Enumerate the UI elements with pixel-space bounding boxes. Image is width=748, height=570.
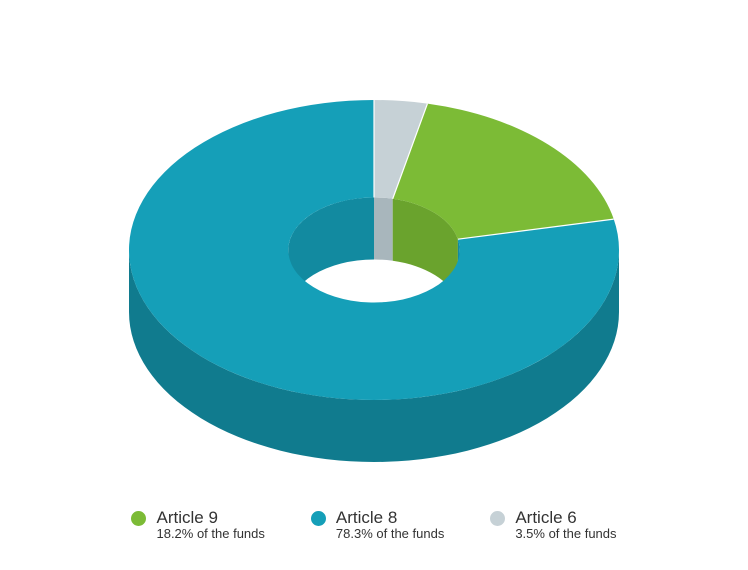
legend-sub: 3.5% of the funds bbox=[515, 527, 616, 542]
legend-item-article9: Article 9 18.2% of the funds bbox=[131, 508, 264, 542]
legend: Article 9 18.2% of the funds Article 8 7… bbox=[0, 508, 748, 542]
legend-label: Article 9 bbox=[156, 508, 264, 528]
legend-text: Article 6 3.5% of the funds bbox=[515, 508, 616, 542]
legend-item-article6: Article 6 3.5% of the funds bbox=[490, 508, 616, 542]
donut-chart-container: Article 9 18.2% of the funds Article 8 7… bbox=[0, 0, 748, 570]
swatch-article6 bbox=[490, 511, 505, 526]
legend-label: Article 8 bbox=[336, 508, 444, 528]
slice-inner-article6 bbox=[374, 198, 393, 261]
legend-text: Article 9 18.2% of the funds bbox=[156, 508, 264, 542]
legend-text: Article 8 78.3% of the funds bbox=[336, 508, 444, 542]
swatch-article9 bbox=[131, 511, 146, 526]
legend-sub: 18.2% of the funds bbox=[156, 527, 264, 542]
swatch-article8 bbox=[311, 511, 326, 526]
legend-item-article8: Article 8 78.3% of the funds bbox=[311, 508, 444, 542]
donut-3d-chart bbox=[0, 0, 748, 570]
legend-label: Article 6 bbox=[515, 508, 616, 528]
legend-sub: 78.3% of the funds bbox=[336, 527, 444, 542]
